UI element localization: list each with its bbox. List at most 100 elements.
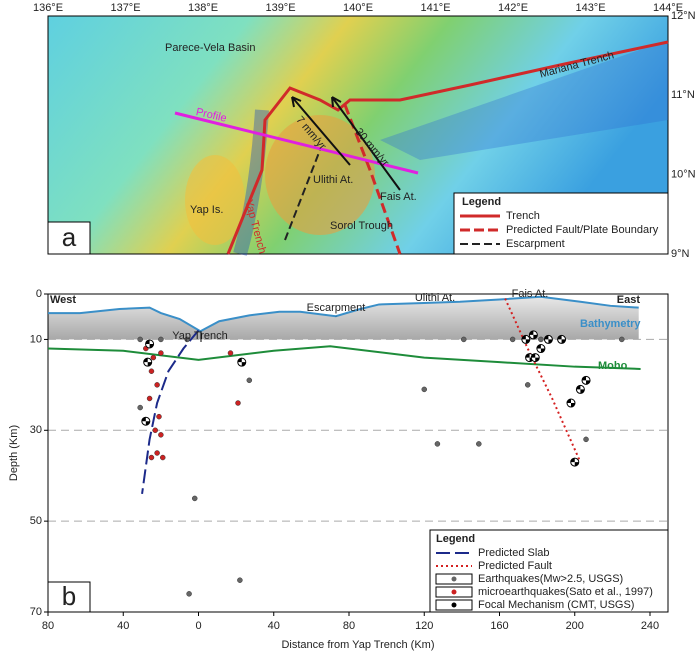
panel-label-box	[47, 581, 91, 613]
point	[158, 350, 164, 356]
lat-label: 9°N	[671, 248, 690, 260]
focal-mechanism	[581, 375, 591, 385]
focal-quadrant	[237, 358, 246, 367]
y-axis-title: Depth (Km)	[8, 425, 20, 481]
point	[152, 427, 158, 434]
annotation: West	[50, 294, 76, 306]
legend-label: Escarpment	[506, 238, 565, 250]
legend-label: Focal Mechanism (CMT, USGS)	[478, 599, 634, 611]
point	[476, 441, 482, 447]
profile-line	[174, 111, 419, 175]
focal-mechanism	[566, 398, 576, 408]
lon-label: 144°E	[653, 2, 683, 14]
line	[504, 298, 582, 463]
lat-label: 11°N	[671, 89, 695, 101]
point	[421, 386, 427, 393]
legend-label: Earthquakes(Mw>2.5, USGS)	[478, 573, 623, 585]
lat-label: 10°N	[671, 169, 696, 181]
x-tick-label: 160	[490, 620, 508, 632]
focal-quadrant	[521, 335, 530, 344]
lon-label: 137°E	[110, 2, 140, 14]
point	[154, 382, 160, 388]
y-tick-label: 0	[36, 288, 42, 300]
y-tick-label: 30	[30, 424, 42, 436]
x-tick-label: 80	[343, 620, 355, 632]
point	[137, 404, 143, 411]
legend-swatch	[451, 589, 457, 595]
legend-title: Legend	[462, 196, 501, 208]
point	[524, 382, 531, 388]
lon-label: 138°E	[188, 2, 218, 14]
legend-swatch	[451, 602, 457, 608]
map-panel: Parece-Vela Basin Mariana Trench Profile…	[47, 15, 669, 256]
lon-label: 143°E	[575, 2, 605, 14]
point	[509, 336, 516, 343]
point	[186, 591, 192, 597]
focal-quadrant	[143, 358, 152, 367]
annotation: East	[617, 294, 641, 306]
point	[146, 395, 153, 402]
point	[461, 336, 467, 343]
x-tick-label: 120	[415, 620, 433, 632]
panel-label: b	[62, 581, 76, 611]
point	[583, 436, 589, 443]
point	[538, 336, 544, 343]
focal-mechanism	[528, 330, 538, 340]
point	[237, 577, 243, 583]
focal-quadrant	[145, 339, 154, 348]
lon-label: 140°E	[343, 2, 373, 14]
point	[156, 413, 162, 420]
focal-mechanism	[543, 334, 553, 344]
y-tick-label: 70	[30, 606, 42, 618]
focal-mechanism	[237, 357, 247, 367]
plot-frame	[47, 293, 669, 613]
annotation: Escarpment	[307, 302, 366, 314]
map-label: Sorol Trough	[330, 220, 393, 232]
escarpment-line	[284, 149, 321, 241]
focal-mechanism	[557, 334, 567, 344]
x-tick-label: 40	[268, 620, 280, 632]
focal-quadrant	[557, 335, 566, 344]
point	[619, 336, 625, 343]
focal-quadrant	[570, 458, 579, 467]
point	[154, 450, 160, 456]
focal-quadrant	[536, 344, 545, 353]
focal-mechanism	[145, 339, 155, 349]
x-axis-title: Distance from Yap Trench (Km)	[281, 639, 434, 651]
point	[158, 432, 164, 438]
legend-label: microearthquakes(Sato et al., 1997)	[478, 586, 653, 598]
x-tick-label: 0	[195, 620, 201, 632]
focal-quadrant	[576, 385, 585, 394]
map-label: Fais At.	[380, 191, 417, 203]
line	[47, 345, 641, 370]
y-tick-label: 50	[30, 515, 42, 527]
focal-mechanism	[536, 344, 546, 354]
line	[48, 295, 639, 333]
trench-line	[226, 40, 669, 255]
map-label: Yap Is.	[190, 204, 223, 216]
legend-title: Legend	[436, 533, 475, 545]
focal-quadrant	[566, 399, 575, 408]
focal-mechanism	[530, 353, 540, 363]
point	[246, 377, 253, 384]
x-tick-label: 240	[641, 620, 659, 632]
focal-quadrant	[582, 376, 591, 385]
annotation: Yap Trench	[172, 330, 227, 342]
lon-label: 141°E	[420, 2, 450, 14]
y-tick-label: 10	[30, 333, 42, 345]
point	[184, 336, 190, 343]
x-tick-label: 40	[117, 620, 129, 632]
line	[141, 329, 200, 495]
lon-label: 139°E	[265, 2, 295, 14]
focal-mechanism	[141, 416, 151, 426]
point	[148, 454, 155, 461]
focal-mechanism	[570, 457, 580, 467]
focal-mechanism	[575, 384, 585, 394]
point	[227, 350, 234, 356]
focal-quadrant	[544, 335, 553, 344]
annotation: Ulithi At.	[415, 292, 455, 304]
panel-label-box	[47, 221, 91, 255]
relief	[380, 40, 668, 160]
